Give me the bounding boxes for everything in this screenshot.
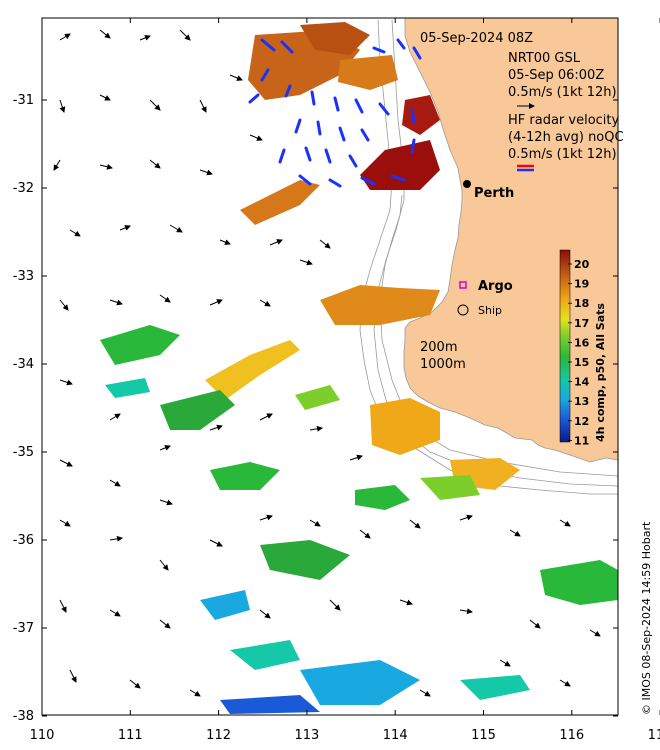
sst-patch (220, 695, 320, 714)
perth-label: Perth (474, 186, 514, 201)
colorbar-tick-label: 14 (574, 376, 590, 389)
y-tick-label: -37 (13, 621, 34, 636)
model-current-vectors (53, 29, 601, 697)
model-label: NRT00 GSL (508, 51, 581, 66)
x-tick-label: 113 (294, 728, 319, 743)
sst-patch (200, 590, 250, 620)
hf-scale-label: 0.5m/s (1kt 12h) (508, 147, 617, 162)
colorbar-tick-label: 11 (574, 434, 589, 447)
sst-patch (295, 385, 340, 410)
colorbar-tick-label: 19 (574, 278, 589, 291)
sst-patch (240, 180, 320, 225)
sst-patch (370, 398, 440, 455)
x-tick-label: 117 (648, 728, 660, 743)
colorbar-tick-label: 13 (574, 395, 589, 408)
x-tick-label: 111 (118, 728, 143, 743)
ship-marker (457, 304, 469, 316)
hf-radar-label: HF radar velocity (508, 113, 620, 128)
y-tick-label: -34 (13, 357, 34, 372)
sst-patch (402, 95, 440, 135)
y-tick-label: -35 (13, 445, 34, 460)
sst-patch (460, 675, 530, 700)
timestamp-label: 05-Sep-2024 08Z (420, 31, 533, 46)
hf-radar-vectors (248, 38, 422, 188)
sst-patch (105, 378, 150, 398)
sst-patch (300, 660, 420, 705)
colorbar-tick-label: 16 (574, 336, 590, 349)
ship-label: Ship (478, 304, 502, 317)
credit-text: © IMOS 08-Sep-2024 14:59 Hobart (640, 521, 653, 715)
model-time-label: 05-Sep 06:00Z (508, 68, 604, 83)
sst-patch (205, 340, 300, 400)
sst-patch (420, 475, 480, 500)
colorbar-tick-label: 12 (574, 415, 589, 428)
sst-patch (100, 325, 180, 365)
x-tick-label: 114 (383, 728, 408, 743)
sst-patch (338, 55, 398, 90)
sst-patch (540, 560, 618, 605)
argo-label: Argo (478, 279, 513, 294)
y-tick-label: -36 (13, 533, 34, 548)
sst-patch (360, 140, 440, 190)
colorbar-tick-label: 20 (574, 258, 590, 271)
x-axis: 110 111 112 113 114 115 116 117 (30, 18, 660, 743)
sst-patches (100, 22, 618, 714)
colorbar-tick-label: 18 (574, 297, 589, 310)
colorbar-tick-label: 15 (574, 356, 589, 369)
hf-radar-avg-label: (4-12h avg) noQC (508, 130, 624, 145)
sst-patch (355, 485, 410, 510)
y-tick-label: -31 (13, 93, 34, 108)
sst-patch (260, 540, 350, 580)
colorbar (559, 249, 571, 443)
sst-patch (230, 640, 300, 670)
y-tick-label: -38 (13, 709, 34, 724)
isobath-1000-label: 1000m (420, 357, 466, 372)
argo-marker (459, 281, 467, 289)
y-tick-label: -33 (13, 269, 34, 284)
colorbar-ticks: 20 19 18 17 16 15 14 13 12 11 (568, 258, 590, 447)
plot-frame (41, 17, 619, 716)
x-tick-label: 116 (559, 728, 584, 743)
sst-patch (300, 22, 370, 55)
sst-patch (320, 285, 440, 325)
perth-marker (463, 180, 471, 188)
velocity-scale-label: 0.5m/s (1kt 12h) (508, 85, 617, 100)
colorbar-tick-label: 17 (574, 317, 589, 330)
colorbar-label: 4h comp, p50, All Sats (594, 303, 607, 442)
sst-patch (160, 390, 235, 430)
y-tick-label: -32 (13, 181, 34, 196)
x-tick-label: 112 (206, 728, 231, 743)
isobath-200-label: 200m (420, 340, 457, 355)
sst-patch (210, 462, 280, 490)
x-tick-label: 110 (30, 728, 55, 743)
y-axis: -31 -32 -33 -34 -35 -36 -37 -38 (13, 93, 618, 724)
x-tick-label: 115 (471, 728, 496, 743)
